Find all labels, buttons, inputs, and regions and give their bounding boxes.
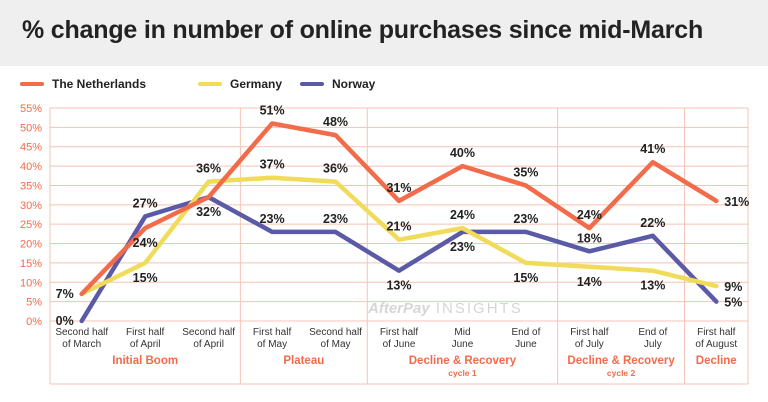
y-tick-label: 10% bbox=[20, 277, 42, 289]
x-tick-label: End of bbox=[511, 327, 540, 338]
data-label: 5% bbox=[724, 296, 742, 310]
y-tick-label: 15% bbox=[20, 258, 42, 270]
y-tick-label: 0% bbox=[26, 316, 42, 328]
data-label: 7% bbox=[56, 287, 74, 301]
data-label: 31% bbox=[724, 195, 749, 209]
series-line-norway bbox=[79, 194, 719, 324]
data-label: 13% bbox=[386, 279, 411, 293]
legend-item-norway: Norway bbox=[300, 77, 375, 91]
x-tick-label: June bbox=[452, 339, 474, 350]
y-tick-label: 20% bbox=[20, 239, 42, 251]
data-label: 15% bbox=[513, 271, 538, 285]
phase-label: Decline & Recovery bbox=[409, 355, 517, 367]
x-tick-label: of June bbox=[383, 339, 416, 350]
legend-swatch-germany bbox=[198, 82, 222, 86]
x-tick-label: of May bbox=[321, 339, 351, 350]
data-label: 51% bbox=[260, 103, 285, 117]
y-tick-label: 5% bbox=[26, 297, 42, 309]
data-label: 48% bbox=[323, 115, 348, 129]
data-label: 32% bbox=[196, 205, 221, 219]
data-label: 0% bbox=[56, 314, 74, 328]
data-label: 41% bbox=[640, 142, 665, 156]
x-tick-label: of July bbox=[575, 339, 604, 350]
x-tick-label: June bbox=[515, 339, 537, 350]
data-label: 23% bbox=[260, 212, 285, 226]
y-tick-label: 50% bbox=[20, 122, 42, 134]
x-tick-label: Second half bbox=[309, 327, 362, 338]
legend-label-netherlands: The Netherlands bbox=[52, 77, 147, 91]
phase-label: Plateau bbox=[283, 355, 324, 367]
data-label: 23% bbox=[323, 212, 348, 226]
y-tick-label: 45% bbox=[20, 142, 42, 154]
x-tick-label: First half bbox=[126, 327, 165, 338]
legend-swatch-netherlands bbox=[20, 82, 44, 86]
phase-label: Decline bbox=[696, 355, 737, 367]
data-label: 13% bbox=[640, 279, 665, 293]
data-label: 15% bbox=[133, 271, 158, 285]
data-label: 18% bbox=[577, 231, 602, 245]
data-label: 40% bbox=[450, 146, 475, 160]
legend-swatch-norway bbox=[300, 82, 324, 86]
x-tick-label: First half bbox=[380, 327, 419, 338]
data-label: 36% bbox=[196, 162, 221, 176]
x-tick-label: Second half bbox=[182, 327, 235, 338]
watermark-suffix: INSIGHTS bbox=[435, 300, 523, 317]
data-label: 9% bbox=[724, 280, 742, 294]
x-tick-label: First half bbox=[697, 327, 736, 338]
data-label: 23% bbox=[450, 240, 475, 254]
data-label: 23% bbox=[513, 212, 538, 226]
data-label: 36% bbox=[323, 162, 348, 176]
data-label: 22% bbox=[640, 216, 665, 230]
x-tick-label: of August bbox=[695, 339, 737, 350]
series-line-the-netherlands bbox=[79, 121, 719, 297]
phase-sublabel: cycle 2 bbox=[607, 368, 636, 378]
y-tick-label: 30% bbox=[20, 200, 42, 212]
data-label: 27% bbox=[133, 196, 158, 210]
phase-sublabel: cycle 1 bbox=[448, 368, 477, 378]
x-tick-label: of May bbox=[257, 339, 287, 350]
legend-item-netherlands: The Netherlands bbox=[20, 77, 146, 91]
data-label: 35% bbox=[513, 165, 538, 179]
x-tick-label: End of bbox=[638, 327, 667, 338]
y-tick-label: 55% bbox=[20, 103, 42, 115]
watermark-logo: AfterPay INSIGHTS bbox=[368, 300, 523, 317]
y-tick-label: 40% bbox=[20, 161, 42, 173]
y-tick-label: 25% bbox=[20, 219, 42, 231]
watermark-brand: AfterPay bbox=[368, 300, 430, 317]
data-label: 24% bbox=[577, 208, 602, 222]
x-tick-label: Mid bbox=[454, 327, 470, 338]
data-label: 24% bbox=[450, 208, 475, 222]
x-tick-label: First half bbox=[253, 327, 292, 338]
legend-item-germany: Germany bbox=[198, 77, 282, 91]
x-tick-label: First half bbox=[570, 327, 609, 338]
y-tick-label: 35% bbox=[20, 180, 42, 192]
x-tick-label: of March bbox=[62, 339, 101, 350]
legend-label-norway: Norway bbox=[332, 77, 376, 91]
chart-title: % change in number of online purchases s… bbox=[22, 16, 704, 44]
phase-label: Decline & Recovery bbox=[567, 355, 675, 367]
data-label: 21% bbox=[386, 220, 411, 234]
legend-label-germany: Germany bbox=[230, 77, 283, 91]
data-label: 37% bbox=[260, 158, 285, 172]
phase-label: Initial Boom bbox=[112, 355, 178, 367]
x-tick-label: of April bbox=[130, 339, 161, 350]
x-tick-label: Second half bbox=[55, 327, 108, 338]
data-label: 14% bbox=[577, 275, 602, 289]
x-tick-label: July bbox=[644, 339, 662, 350]
x-tick-label: of April bbox=[193, 339, 224, 350]
title-bar: % change in number of online purchases s… bbox=[0, 0, 768, 66]
data-label: 24% bbox=[133, 236, 158, 250]
data-label: 31% bbox=[386, 181, 411, 195]
